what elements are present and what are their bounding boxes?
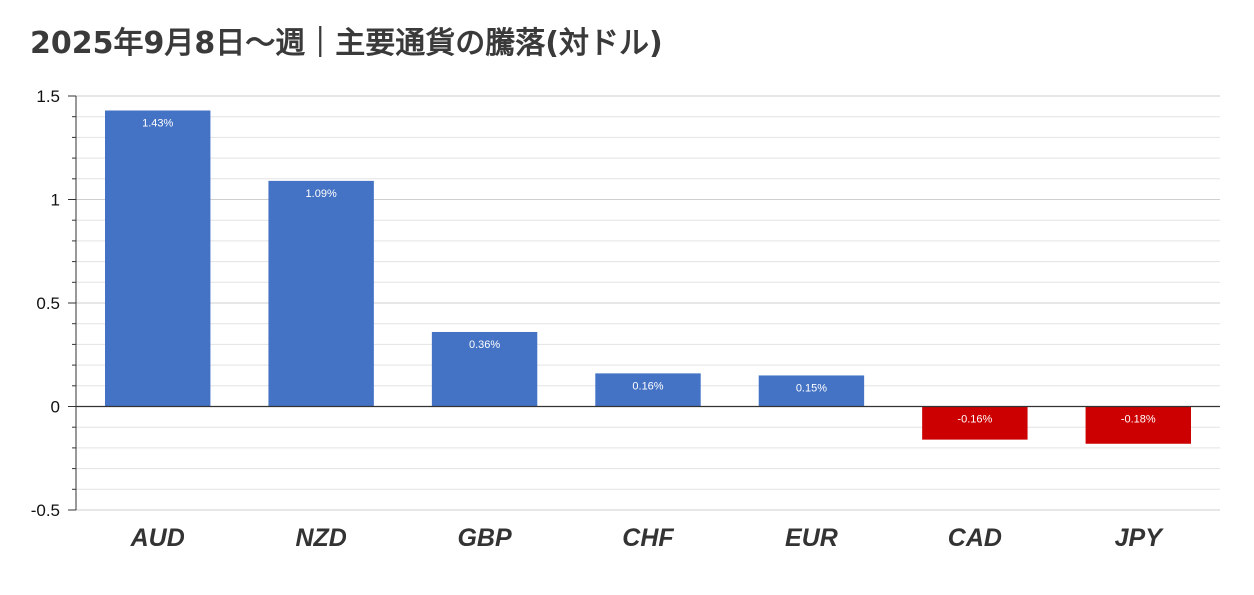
x-tick-label: EUR [785, 524, 838, 552]
y-tick-label: 0.5 [36, 294, 60, 313]
bar-jpy [1085, 406, 1191, 444]
y-tick-label: 1 [51, 191, 60, 210]
y-tick-label: -0.5 [31, 501, 60, 520]
bar-cad [922, 406, 1028, 440]
x-tick-label: AUD [130, 524, 185, 552]
x-tick-label: GBP [457, 524, 512, 552]
data-label: 1.43% [142, 117, 173, 129]
data-label: 1.09% [306, 188, 337, 200]
bar-aud [105, 110, 211, 407]
axes [68, 95, 1220, 511]
bar-gbp [431, 331, 538, 407]
data-label: 0.16% [632, 380, 663, 392]
y-tick-label: 1.5 [36, 87, 60, 106]
bar-nzd [268, 180, 374, 407]
x-tick-label: CHF [622, 524, 674, 552]
data-label: -0.18% [1121, 414, 1156, 426]
data-label: -0.16% [957, 414, 992, 426]
data-label: 0.15% [796, 382, 827, 394]
bar-chf [595, 373, 701, 407]
bars [105, 110, 1191, 444]
gridlines [76, 95, 1220, 511]
x-tick-label: JPY [1115, 524, 1165, 552]
x-tick-label: CAD [948, 524, 1002, 552]
labels: -0.5 0 0.5 1 1.5 1.43% AUD 1.09% NZD 0.36% GBP 0.16… [31, 87, 1165, 552]
data-label: 0.36% [469, 339, 500, 351]
chart-title: 2025年9月8日〜週｜主要通貨の騰落(対ドル) [30, 26, 663, 61]
x-tick-label: NZD [295, 524, 346, 552]
bar-eur [758, 375, 865, 407]
y-tick-label: 0 [51, 398, 60, 417]
